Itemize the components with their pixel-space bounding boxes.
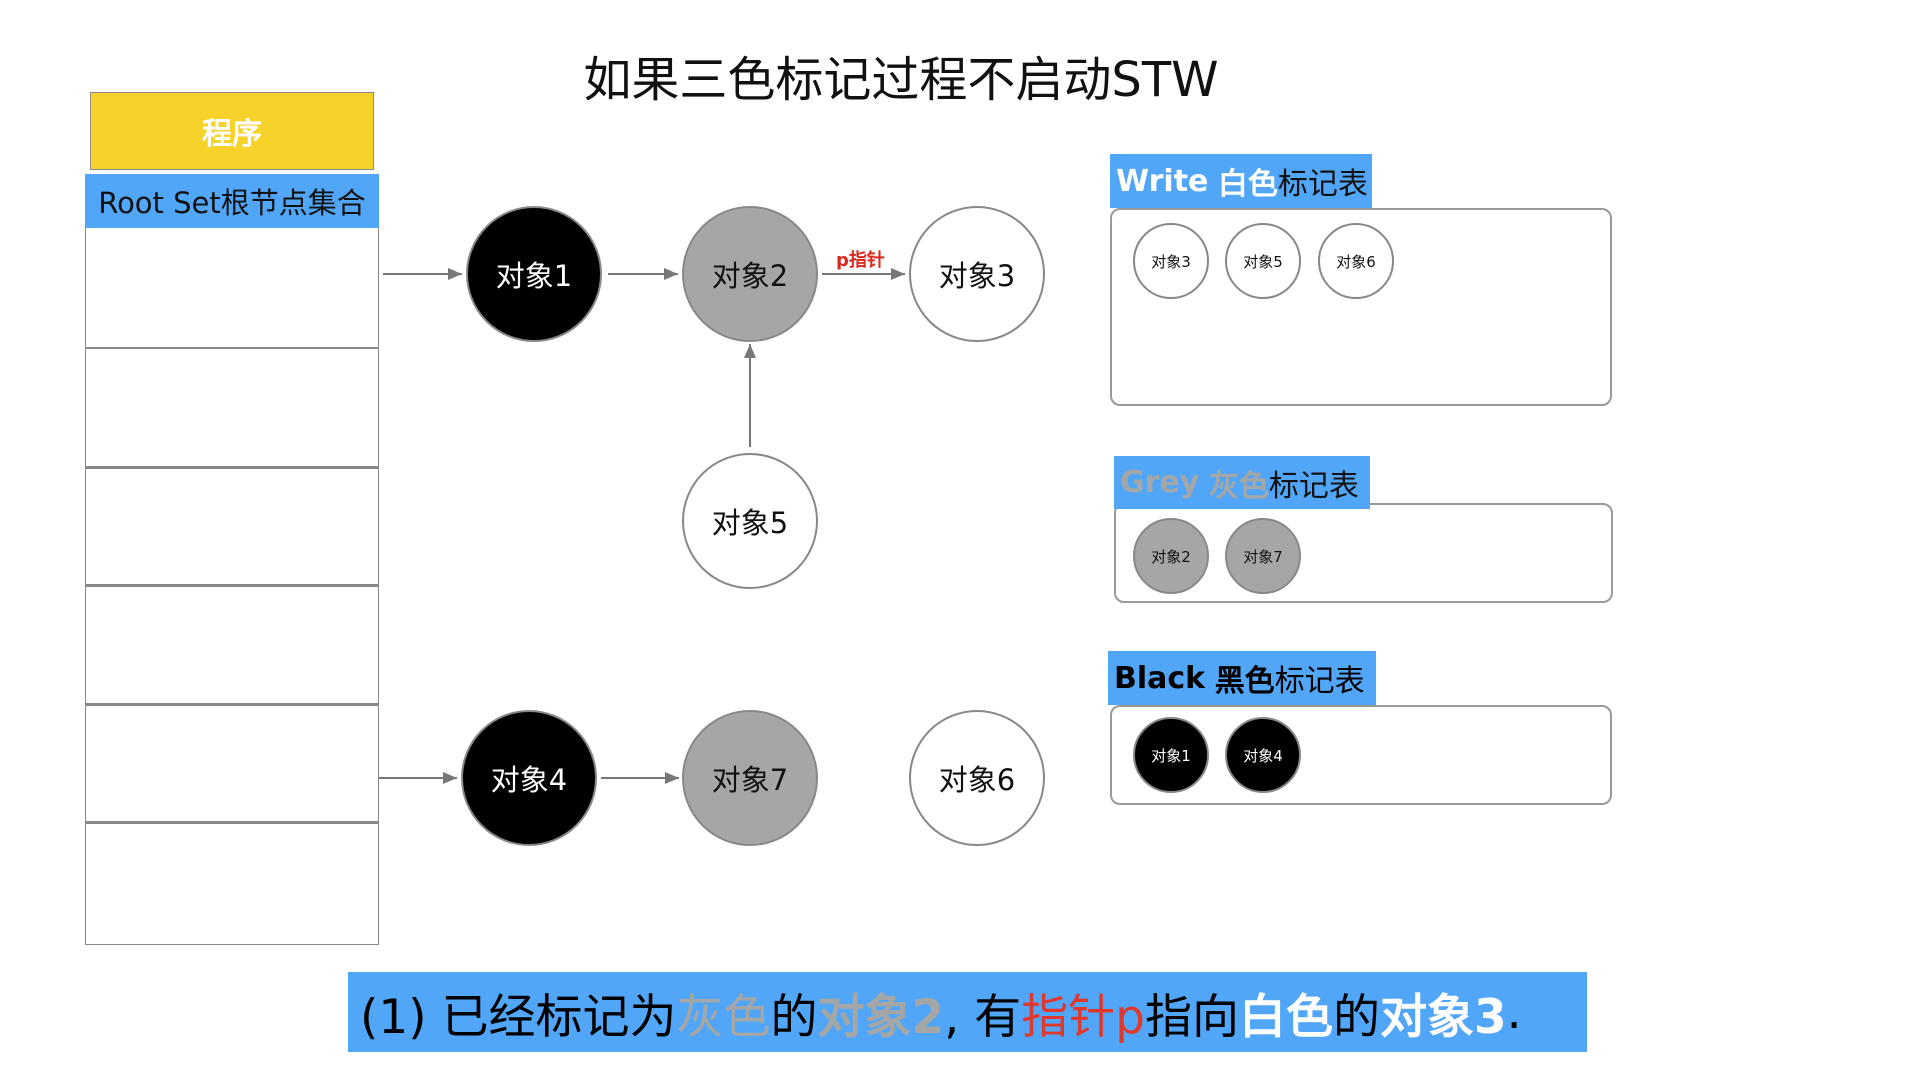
- black-item: 对象1: [1133, 717, 1209, 793]
- caption-part: 的: [1332, 989, 1380, 1045]
- caption-pointer-p: 指针p: [1021, 989, 1145, 1045]
- black-table-title: Black 黑色 标记表: [1108, 651, 1376, 705]
- root-set-slot: [85, 466, 379, 587]
- caption-part: 指向: [1144, 989, 1239, 1045]
- caption-white-word: 白色: [1238, 989, 1333, 1045]
- grey-title-en: Grey: [1120, 465, 1200, 500]
- white-item: 对象5: [1225, 223, 1301, 299]
- grey-item: 对象7: [1225, 518, 1301, 594]
- object-4: 对象4: [461, 710, 597, 846]
- program-box: 程序: [90, 92, 374, 170]
- root-set-slot: [85, 821, 379, 945]
- caption-part: (1) 已经标记为: [360, 989, 677, 1045]
- white-item: 对象3: [1133, 223, 1209, 299]
- caption-part: , 有: [944, 989, 1022, 1045]
- white-title-color: 白色: [1217, 167, 1278, 202]
- black-title-rest: 标记表: [1274, 664, 1365, 699]
- root-set-slot: [85, 584, 379, 706]
- grey-table-title: Grey 灰色 标记表: [1114, 456, 1370, 509]
- object-7: 对象7: [682, 710, 818, 846]
- black-item: 对象4: [1225, 717, 1301, 793]
- caption-part: .: [1506, 984, 1522, 1040]
- grey-item: 对象2: [1133, 518, 1209, 594]
- caption-banner: (1) 已经标记为 灰色 的 对象2 , 有 指针p 指向 白色 的 对象3 .: [348, 972, 1587, 1052]
- root-set-header: Root Set根节点集合: [85, 174, 379, 228]
- caption-object-2: 对象2: [817, 989, 945, 1045]
- white-title-rest: 标记表: [1277, 167, 1368, 202]
- white-item: 对象6: [1318, 223, 1394, 299]
- object-6: 对象6: [909, 710, 1045, 846]
- black-title-color: 黑色: [1214, 664, 1275, 699]
- object-3: 对象3: [909, 206, 1045, 342]
- white-table-title: Write 白色 标记表: [1110, 154, 1372, 208]
- object-5: 对象5: [682, 453, 818, 589]
- object-2: 对象2: [682, 206, 818, 342]
- grey-title-color: 灰色: [1208, 468, 1269, 504]
- white-title-en: Write: [1116, 163, 1209, 199]
- black-title-en: Black: [1114, 660, 1206, 696]
- object-1: 对象1: [466, 206, 602, 342]
- grey-title-rest: 标记表: [1268, 468, 1359, 504]
- caption-grey-word: 灰色: [676, 989, 771, 1045]
- root-set-slot: [85, 347, 379, 469]
- page-title: 如果三色标记过程不启动STW: [583, 52, 1219, 108]
- caption-object-3: 对象3: [1379, 989, 1507, 1045]
- pointer-label: p指针: [836, 250, 885, 271]
- root-set-slot: [85, 703, 379, 824]
- caption-part: 的: [770, 989, 818, 1045]
